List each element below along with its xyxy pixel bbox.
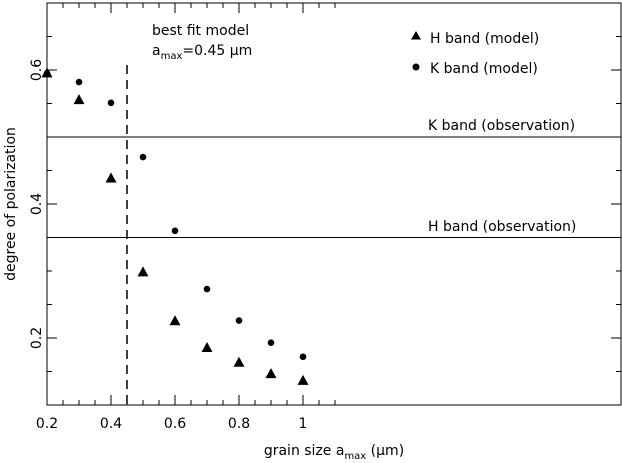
legend-triangle-marker	[411, 31, 421, 40]
h-band-observation-label: H band (observation)	[428, 219, 576, 235]
best-fit-label-line2: amax=0.45 μm	[152, 43, 252, 62]
data-points	[41, 67, 309, 385]
x-axis-title-subscript: max	[344, 451, 366, 462]
x-tick-label: 0.4	[100, 416, 122, 432]
k-band-model-point	[171, 227, 179, 235]
x-tick-label: 0.6	[164, 416, 186, 432]
k-band-model-point	[75, 78, 83, 86]
axis-ticks	[46, 2, 621, 406]
k-band-model-point	[203, 285, 211, 293]
best-fit-label-subscript: max	[161, 51, 183, 62]
best-fit-label-symbol: a	[152, 43, 161, 59]
legend-circle-marker	[412, 63, 420, 71]
k-band-model-point	[43, 70, 51, 77]
y-tick-label: 0.2	[29, 327, 45, 349]
y-axis-title: degree of polarization	[3, 127, 19, 281]
h-band-model-point	[105, 172, 117, 183]
legend-h-band-model: H band (model)	[430, 31, 539, 47]
k-band-model-point	[267, 339, 275, 346]
x-axis-title-units: (μm)	[366, 443, 404, 459]
x-tick-label: 0.2	[36, 416, 58, 432]
best-fit-label-line1: best fit model	[152, 23, 249, 39]
legend-k-band-model: K band (model)	[430, 61, 538, 77]
k-band-observation-label: K band (observation)	[428, 118, 575, 134]
h-band-model-point	[169, 315, 181, 326]
legend: H band (model) K band (model)	[411, 31, 539, 77]
h-band-model-point	[265, 368, 277, 379]
k-band-model-point	[235, 317, 243, 324]
h-band-model-point	[297, 374, 309, 385]
x-tick-label: 0.8	[228, 416, 250, 432]
h-band-model-point	[201, 342, 213, 353]
x-axis-title: grain size amax (μm)	[264, 443, 404, 462]
h-band-model-point	[233, 356, 245, 367]
tick-labels: 0.2 0.4 0.6 0.8 1 0.2 0.4 0.6	[29, 59, 307, 432]
y-tick-label: 0.4	[29, 193, 45, 215]
y-tick-label: 0.6	[29, 59, 45, 81]
best-fit-label-value: =0.45 μm	[182, 43, 252, 59]
reference-lines	[47, 65, 621, 405]
x-axis-title-text: grain size a	[264, 443, 345, 459]
k-band-model-point	[139, 153, 147, 161]
k-band-model-point	[107, 99, 115, 107]
h-band-model-point	[137, 266, 149, 277]
x-tick-label: 1	[299, 416, 308, 432]
h-band-model-point	[73, 94, 85, 105]
k-band-model-point	[299, 353, 307, 361]
